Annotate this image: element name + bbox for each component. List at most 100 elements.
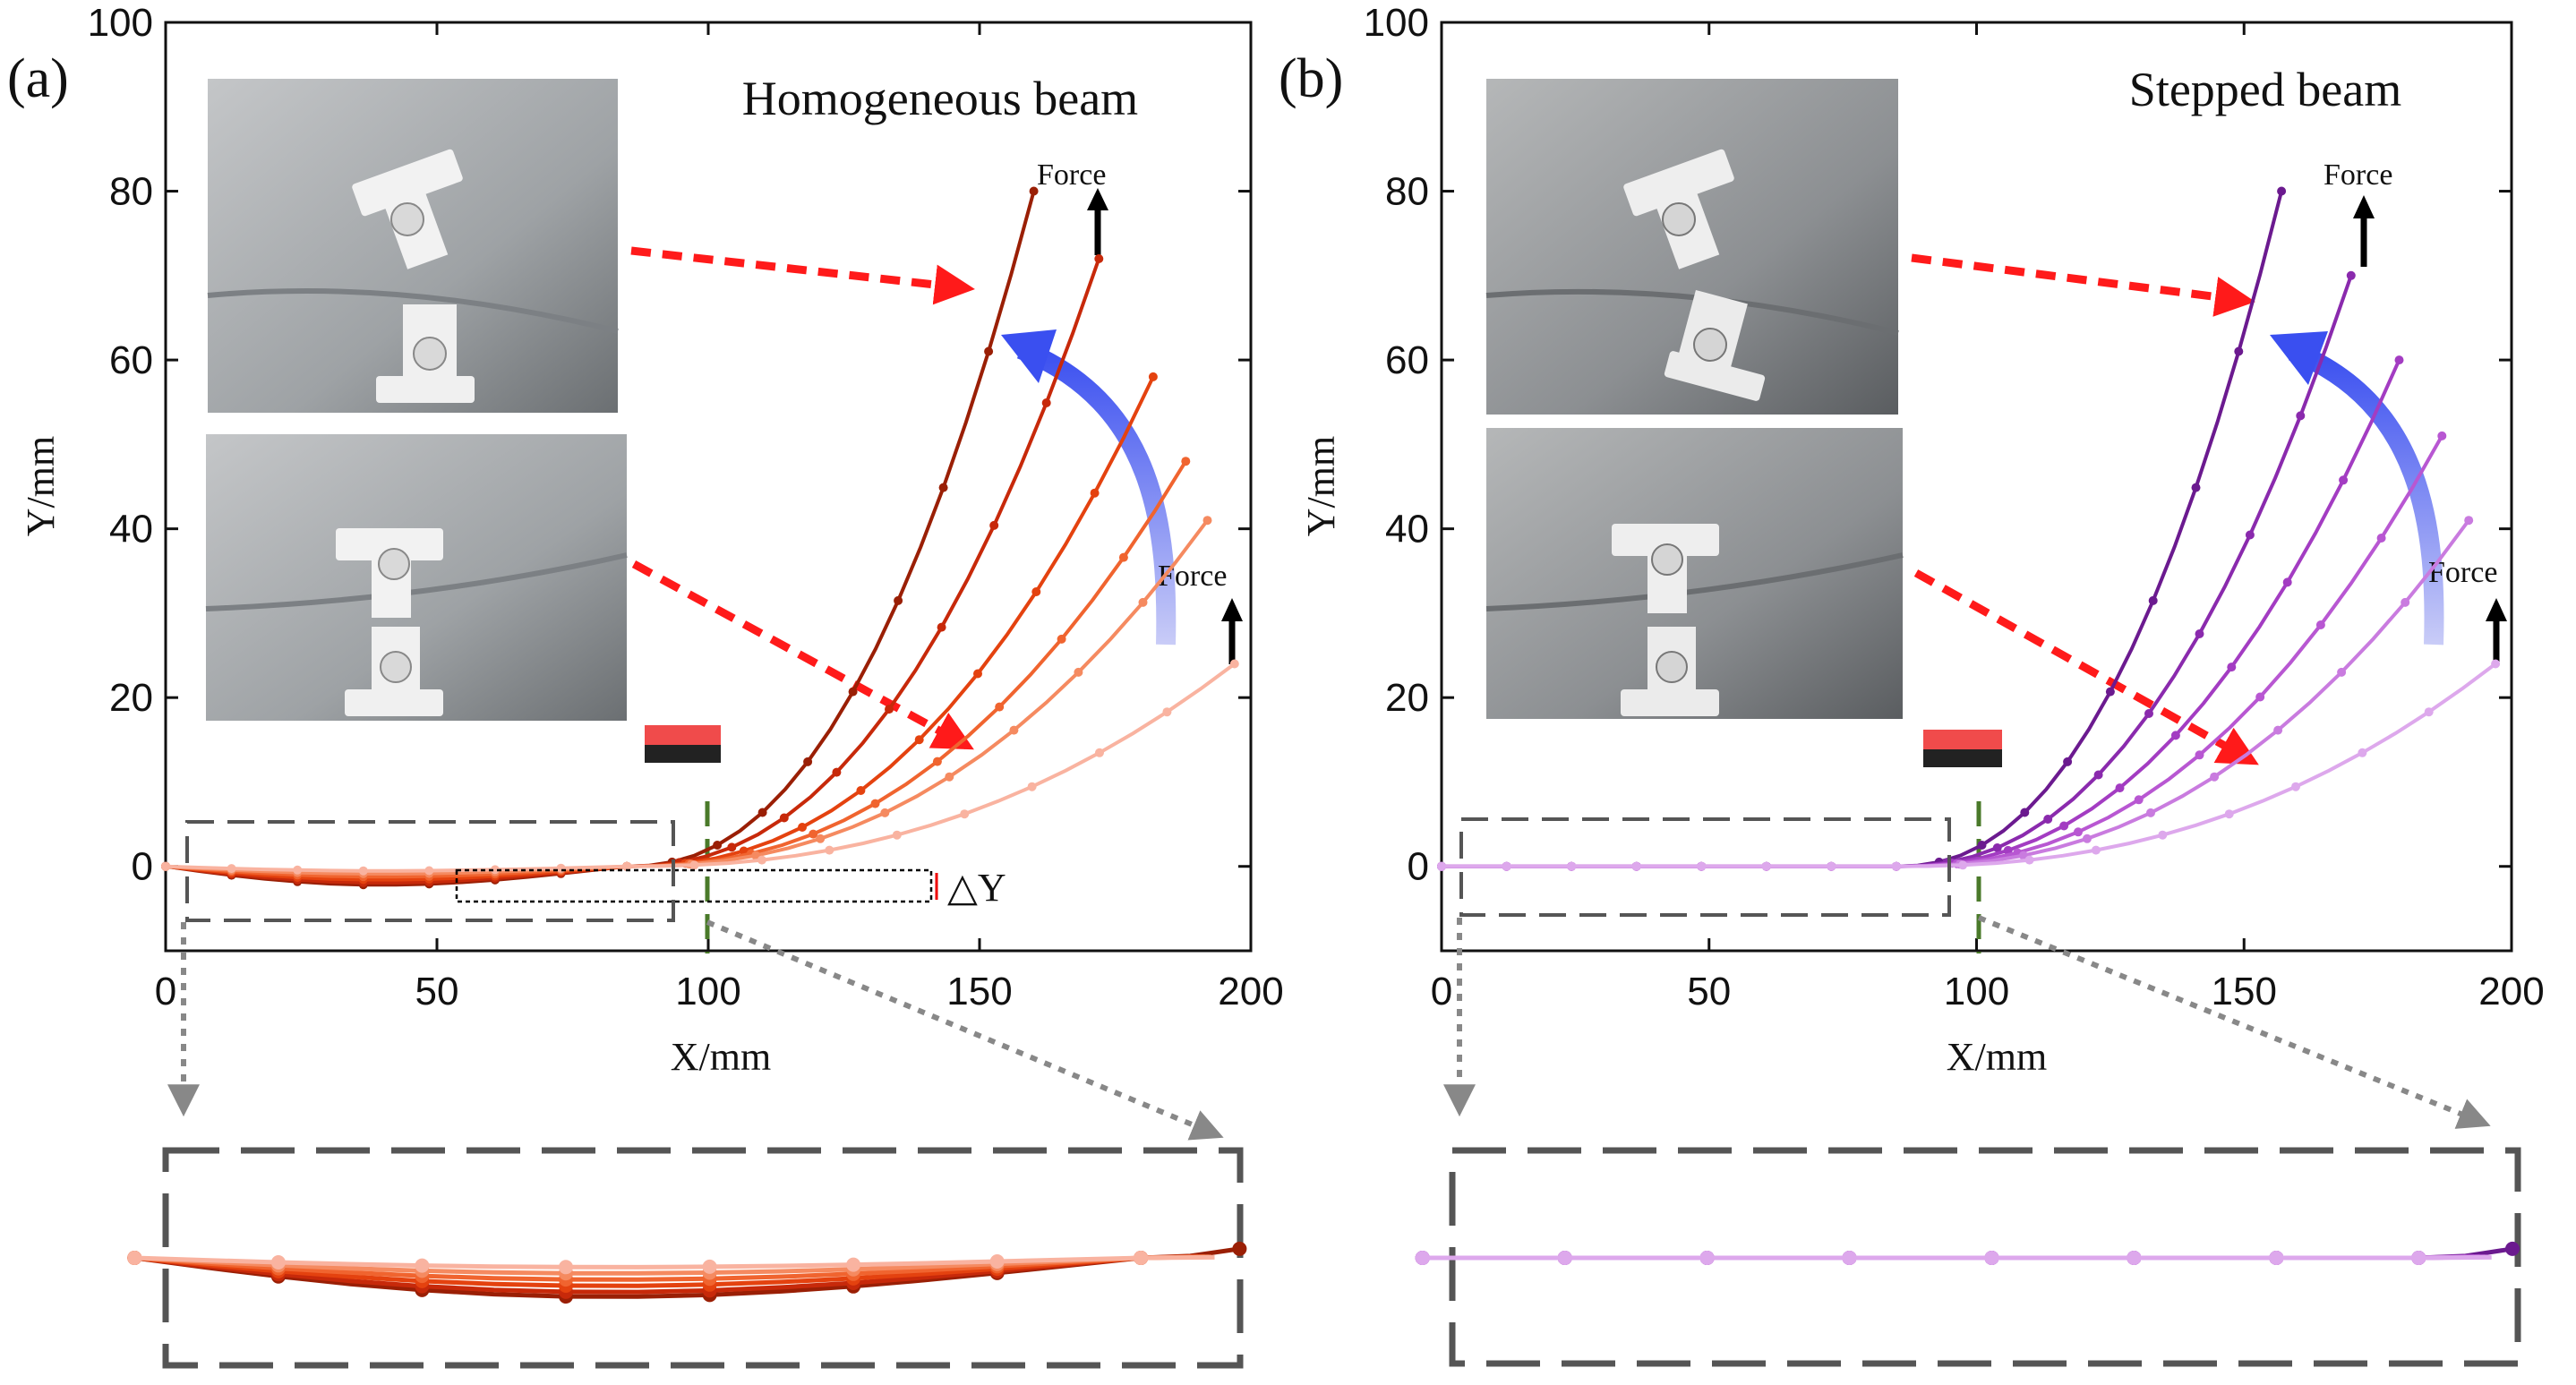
- series-point: [984, 346, 994, 356]
- series-point: [2291, 782, 2300, 791]
- loading-direction-arrow-a: [1016, 339, 1177, 645]
- series-point: [880, 808, 890, 817]
- series-point: [2105, 687, 2115, 697]
- x-axis-label-b: X/mm: [1947, 1035, 2047, 1079]
- photo-deformed-a: [207, 79, 619, 413]
- series-point: [2146, 808, 2155, 817]
- zoom-region-box-a: [185, 820, 675, 922]
- y-tick-label: 20: [109, 676, 153, 720]
- series-point: [2337, 667, 2347, 677]
- series-point: [2195, 629, 2204, 638]
- inset-series-point: [1415, 1251, 1430, 1265]
- series-point: [1074, 667, 1083, 677]
- series-point: [803, 757, 813, 766]
- chart-title-a: Homogeneous beam: [742, 72, 1138, 125]
- series-point: [1148, 372, 1158, 381]
- series-point: [622, 861, 632, 871]
- series-point: [1095, 748, 1104, 757]
- series-point: [2394, 355, 2404, 365]
- series-point: [1090, 488, 1100, 498]
- series-point: [2401, 597, 2410, 607]
- series-point: [1138, 597, 1148, 607]
- y-tick-label: 40: [109, 508, 153, 551]
- panel-a: (a) 0 50 100 150 200 0 20 40 60 80 100 X/mm Y/mm H…: [7, 1, 1284, 1369]
- inset-series-point: [559, 1260, 573, 1275]
- series-point: [1567, 861, 1577, 871]
- series-point: [1992, 843, 2002, 852]
- panel-b: (b) 0 50 100 150 200 0 20 40 60 80 100 X/mm Y/mm S…: [1279, 1, 2545, 1367]
- inset-series-point: [1699, 1251, 1715, 1265]
- series-point: [1697, 861, 1707, 871]
- inset-series-point: [2411, 1251, 2426, 1265]
- series-point: [825, 845, 834, 855]
- x-tick-label: 0: [1431, 970, 1452, 1013]
- series-point: [1094, 254, 1104, 263]
- series-point: [2115, 783, 2125, 793]
- series-point: [1761, 861, 1771, 871]
- series-point: [832, 767, 842, 777]
- series-point: [856, 786, 866, 795]
- series-point: [945, 772, 954, 782]
- inset-series-point: [415, 1258, 430, 1273]
- series-point: [2158, 830, 2168, 840]
- series-point: [885, 705, 894, 714]
- series-point: [2191, 483, 2201, 492]
- series-point: [1031, 587, 1041, 596]
- loading-direction-arrowhead-a: [1001, 329, 1057, 383]
- series-point: [2282, 577, 2292, 587]
- force-arrowhead-top-a: [1087, 188, 1108, 210]
- loading-direction-arrow-b: [2288, 341, 2444, 645]
- series-point: [727, 842, 737, 852]
- pointer-arrow-initial-a: [631, 560, 974, 750]
- x-tick-label: 50: [1687, 970, 1731, 1013]
- series-point: [816, 834, 826, 843]
- series-point: [1027, 782, 1037, 791]
- force-arrowhead-side-b: [2486, 598, 2507, 621]
- y-tick-label: 100: [88, 1, 153, 45]
- series-point: [779, 813, 789, 823]
- force-label-top-b: Force: [2324, 158, 2392, 192]
- series-point: [2315, 620, 2325, 629]
- series-point: [2148, 595, 2158, 605]
- x-tick-label: 0: [155, 970, 176, 1013]
- series-point: [809, 829, 818, 839]
- series-point: [2339, 475, 2349, 485]
- series-point: [227, 864, 236, 874]
- series-point: [1181, 457, 1191, 466]
- series-point: [848, 687, 858, 697]
- series-point: [161, 861, 170, 871]
- series-point: [2437, 431, 2447, 440]
- series-point: [1229, 659, 1239, 669]
- delta-y-label: △Y: [947, 866, 1006, 910]
- inset-series-point: [1842, 1251, 1857, 1265]
- series-point: [2020, 808, 2030, 817]
- y-tick-label: 100: [1364, 1, 1429, 45]
- inset-series-point: [1984, 1251, 1999, 1265]
- series-point: [1041, 398, 1051, 407]
- x-tick-label: 100: [1944, 970, 2009, 1013]
- beam-icon-bottom-a: [645, 745, 721, 763]
- series-point: [2255, 692, 2265, 702]
- series-point: [2346, 270, 2356, 280]
- y-tick-label: 80: [109, 170, 153, 214]
- series-point: [1009, 725, 1019, 735]
- series-point: [1958, 860, 1968, 870]
- y-tick-label: 40: [1385, 508, 1429, 551]
- series-point: [932, 757, 942, 766]
- y-tick-label: 20: [1385, 676, 1429, 720]
- series-point: [757, 855, 766, 865]
- y-tick-label: 80: [1385, 170, 1429, 214]
- series-point: [2083, 834, 2092, 843]
- zoom-arrow-right-b: [1977, 915, 2491, 1129]
- series-point: [2424, 707, 2434, 717]
- x-tick-label: 100: [675, 970, 740, 1013]
- series-point: [960, 809, 970, 819]
- series-point: [2063, 757, 2073, 766]
- series-point: [358, 866, 368, 876]
- y-tick-label: 60: [1385, 338, 1429, 382]
- inset-series-point: [2505, 1241, 2520, 1256]
- series-point: [1118, 552, 1128, 562]
- series-point: [1162, 707, 1172, 717]
- series-point: [757, 808, 767, 817]
- series-point: [1437, 861, 1446, 871]
